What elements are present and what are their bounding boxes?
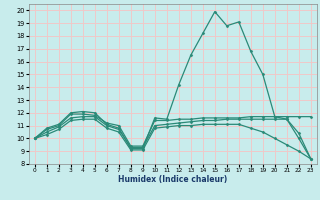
X-axis label: Humidex (Indice chaleur): Humidex (Indice chaleur)	[118, 175, 228, 184]
